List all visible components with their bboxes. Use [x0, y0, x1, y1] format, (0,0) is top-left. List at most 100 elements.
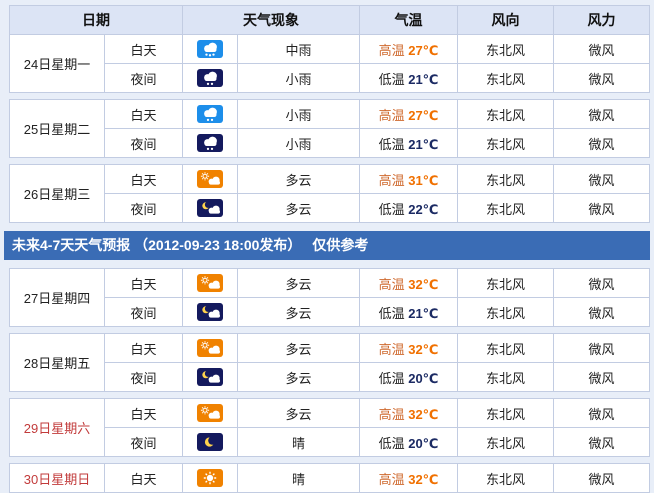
forecast-table: 26日星期三 白天 多云 高温 31℃ 东北风 微风 夜间 多云 低温 22℃ 东北风 微风: [9, 164, 650, 223]
temp-cell: 高温 32℃: [359, 268, 458, 298]
wind-direction-cell: 东北风: [457, 99, 554, 129]
cloudy-day-icon: [197, 170, 223, 188]
wind-direction-cell: 东北风: [457, 427, 554, 457]
forecast-table: 28日星期五 白天 多云 高温 32℃ 东北风 微风 夜间 多云 低温 20℃ 东北风 微风: [9, 333, 650, 392]
forecast-row: 24日星期一 白天 中雨 高温 27℃ 东北风 微风: [9, 34, 650, 93]
forecast-row: 夜间 小雨 低温 21℃ 东北风 微风: [10, 128, 650, 158]
wind-force-cell: 微风: [553, 333, 650, 363]
weather-desc-cell: 小雨: [237, 99, 360, 129]
forecast-table: 29日星期六 白天 多云 高温 32℃ 东北风 微风 夜间晴低温 20℃ 东北风 微风: [9, 398, 650, 457]
forecast-row: 30日星期日 白天晴高温 32℃ 东北风 微风: [9, 463, 650, 493]
period-cell: 白天: [104, 333, 183, 363]
wind-force-cell: 微风: [553, 297, 650, 327]
period-cell: 白天: [104, 463, 183, 493]
temp-value: 20℃: [408, 435, 439, 451]
table-header-row: 日期 天气现象 气温 风向 风力: [9, 5, 650, 35]
temp-value: 32℃: [408, 406, 439, 422]
forecast-table: 27日星期四 白天 多云 高温 32℃ 东北风 微风 夜间 多云 低温 21℃ 东北风 微风: [9, 268, 650, 327]
temp-cell: 高温 32℃: [359, 463, 458, 493]
temp-cell: 高温 32℃: [359, 398, 458, 428]
weather-desc-cell: 中雨: [237, 34, 360, 64]
date-cell: 24日星期一: [9, 34, 105, 93]
col-header-date: 日期: [9, 5, 183, 35]
period-cell: 夜间: [104, 362, 183, 392]
weather-desc-cell: 晴: [237, 427, 360, 457]
weather-icon-cell: [182, 164, 238, 194]
col-header-wind-force: 风力: [553, 5, 650, 35]
wind-direction-cell: 东北风: [457, 463, 554, 493]
temp-label: 低温: [378, 305, 405, 321]
wind-force-cell: 微风: [553, 193, 650, 223]
forecast-row: 29日星期六 白天 多云 高温 32℃ 东北风 微风: [9, 398, 650, 457]
date-cell: 25日星期二: [9, 99, 105, 158]
temp-label: 低温: [378, 201, 405, 217]
temp-label: 高温: [378, 172, 405, 188]
period-cell: 白天: [104, 164, 183, 194]
weather-icon-cell: [182, 427, 238, 457]
wind-force-cell: 微风: [553, 427, 650, 457]
forecast-tables-future: 27日星期四 白天 多云 高温 32℃ 东北风 微风 夜间 多云 低温 21℃ 东北风 微风 28日星…: [9, 268, 654, 493]
wind-force-cell: 微风: [553, 398, 650, 428]
date-cell: 29日星期六: [9, 398, 105, 457]
weather-icon-cell: [182, 398, 238, 428]
temp-value: 32℃: [408, 341, 439, 357]
forecast-row: 夜间 小雨 低温 21℃ 东北风 微风: [10, 63, 650, 93]
forecast-row: 25日星期二 白天 小雨 高温 27℃ 东北风 微风: [9, 99, 650, 158]
weather-desc-cell: 多云: [237, 333, 360, 363]
temp-cell: 高温 27℃: [359, 99, 458, 129]
forecast-table: 30日星期日 白天晴高温 32℃ 东北风 微风: [9, 463, 650, 493]
wind-direction-cell: 东北风: [457, 268, 554, 298]
temp-value: 27℃: [408, 107, 439, 123]
temp-value: 21℃: [408, 305, 439, 321]
future-forecast-band-text: 未来4-7天天气预报 （2012-09-23 18:00发布） 仅供参考: [12, 237, 369, 253]
temp-label: 低温: [378, 370, 405, 386]
temp-label: 低温: [378, 71, 405, 87]
temp-label: 高温: [378, 471, 405, 487]
weather-desc-cell: 晴: [237, 463, 360, 493]
weather-desc-cell: 小雨: [237, 128, 360, 158]
light-rain-day-icon: [197, 105, 223, 123]
cloudy-night-icon: [197, 368, 223, 386]
wind-direction-cell: 东北风: [457, 297, 554, 327]
forecast-row: 夜间 晴低温 20℃ 东北风 微风: [10, 427, 650, 457]
period-cell: 夜间: [104, 427, 183, 457]
temp-value: 20℃: [408, 370, 439, 386]
weather-desc-cell: 小雨: [237, 63, 360, 93]
wind-direction-cell: 东北风: [457, 34, 554, 64]
wind-force-cell: 微风: [553, 362, 650, 392]
date-cell: 27日星期四: [9, 268, 105, 327]
period-cell: 夜间: [104, 63, 183, 93]
wind-direction-cell: 东北风: [457, 333, 554, 363]
col-header-temp: 气温: [359, 5, 458, 35]
temp-label: 高温: [378, 42, 405, 58]
temp-cell: 低温 22℃: [359, 193, 458, 223]
weather-desc-cell: 多云: [237, 297, 360, 327]
weather-icon-cell: [182, 99, 238, 129]
temp-label: 高温: [378, 107, 405, 123]
period-cell: 夜间: [104, 297, 183, 327]
temp-cell: 低温 20℃: [359, 362, 458, 392]
weather-icon-cell: [182, 463, 238, 493]
temp-value: 31℃: [408, 172, 439, 188]
forecast-row: 28日星期五 白天 多云 高温 32℃ 东北风 微风: [9, 333, 650, 392]
temp-cell: 低温 20℃: [359, 427, 458, 457]
wind-direction-cell: 东北风: [457, 362, 554, 392]
weather-desc-cell: 多云: [237, 362, 360, 392]
temp-value: 21℃: [408, 71, 439, 87]
temp-cell: 高温 32℃: [359, 333, 458, 363]
wind-force-cell: 微风: [553, 34, 650, 64]
temp-label: 高温: [378, 341, 405, 357]
cloudy-night-icon: [197, 199, 223, 217]
wind-direction-cell: 东北风: [457, 63, 554, 93]
clear-night-icon: [197, 433, 223, 451]
temp-value: 32℃: [408, 276, 439, 292]
temp-cell: 低温 21℃: [359, 128, 458, 158]
col-header-weather: 天气现象: [182, 5, 360, 35]
wind-force-cell: 微风: [553, 164, 650, 194]
period-cell: 夜间: [104, 128, 183, 158]
temp-label: 高温: [378, 276, 405, 292]
weather-icon-cell: [182, 268, 238, 298]
period-cell: 白天: [104, 268, 183, 298]
wind-force-cell: 微风: [553, 63, 650, 93]
